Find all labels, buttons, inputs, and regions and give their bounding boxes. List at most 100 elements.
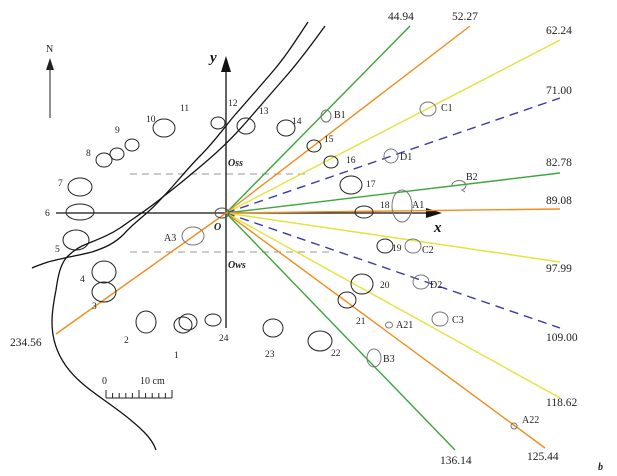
point-label: D2 xyxy=(430,280,442,291)
stone-6 xyxy=(65,203,95,221)
stone-24 xyxy=(204,313,222,327)
stone-number: 16 xyxy=(346,156,356,166)
stone-3 xyxy=(91,281,117,303)
stone-number: 24 xyxy=(219,334,229,344)
stone-number: 9 xyxy=(115,126,120,136)
point-B3 xyxy=(366,348,382,368)
point-label: C1 xyxy=(441,103,453,114)
stone-7 xyxy=(67,177,93,197)
scale-bar xyxy=(105,390,173,399)
stone-2 xyxy=(135,310,157,334)
point-label: D1 xyxy=(400,152,412,163)
point-D2 xyxy=(412,274,430,290)
figure-tag: b xyxy=(598,462,603,473)
stone-number: 4 xyxy=(80,275,85,285)
ray-44-94 xyxy=(225,25,411,214)
stone-20 xyxy=(350,273,374,295)
stone-number: 1 xyxy=(174,351,179,361)
stone-number: 13 xyxy=(259,107,269,117)
point-label: A1 xyxy=(412,200,424,211)
ray-234-56 xyxy=(55,212,227,335)
stone-number: 8 xyxy=(86,149,91,159)
point-A1 xyxy=(391,189,413,223)
point-label: A21 xyxy=(396,320,413,331)
stone-15 xyxy=(306,139,322,153)
stone-number: 23 xyxy=(265,350,275,360)
angle-label: 109.00 xyxy=(546,332,578,344)
stone-21 xyxy=(337,291,357,309)
ray-118-62 xyxy=(225,212,561,399)
stone-18 xyxy=(354,205,374,219)
point-label: C2 xyxy=(422,245,434,256)
ray-52-27 xyxy=(225,25,471,214)
stones xyxy=(62,116,394,352)
scale-start-label: 0 xyxy=(102,376,107,387)
point-label: C3 xyxy=(452,315,464,326)
ray-group xyxy=(55,25,561,451)
stone-23 xyxy=(262,318,284,338)
ray-82-78 xyxy=(225,172,561,214)
stone-number: 3 xyxy=(92,302,97,312)
ray-97-99 xyxy=(225,212,561,263)
origin-label: O xyxy=(214,222,221,233)
stone-number: 22 xyxy=(331,349,341,359)
point-C3 xyxy=(431,311,449,327)
x-axis-arrow xyxy=(426,208,442,218)
stone-number: 11 xyxy=(180,104,189,114)
ray-89-08 xyxy=(225,208,561,214)
point-A3 xyxy=(181,226,205,246)
y-axis-label: y xyxy=(208,50,217,66)
zone-upper-label: Oss xyxy=(228,158,243,169)
point-B1 xyxy=(320,109,332,123)
stone-number: 10 xyxy=(146,115,156,125)
angle-label: 89.08 xyxy=(546,195,572,207)
angle-label: 71.00 xyxy=(546,85,572,97)
ray-62-24 xyxy=(225,39,561,214)
stone-number: 12 xyxy=(228,99,238,109)
angle-label: 97.99 xyxy=(546,263,572,275)
stone-number: 20 xyxy=(380,281,390,291)
angle-label: 118.62 xyxy=(546,397,577,409)
point-label: B1 xyxy=(334,110,346,121)
point-A21 xyxy=(385,321,393,329)
point-label: A3 xyxy=(164,233,176,244)
angle-label: 125.44 xyxy=(527,451,559,463)
angle-label: 44.94 xyxy=(388,11,414,23)
point-label: B2 xyxy=(466,172,478,183)
stone-number: 15 xyxy=(324,135,334,145)
bank-line-upper xyxy=(31,21,309,269)
bank-line-inner xyxy=(51,25,326,451)
stone-number: 14 xyxy=(292,117,302,127)
stone-number: 17 xyxy=(366,180,376,190)
compass-label: N xyxy=(46,44,53,55)
stone-19 xyxy=(376,238,394,254)
stone-number: 18 xyxy=(380,201,390,211)
angle-label: 52.27 xyxy=(452,11,478,23)
ray-136-14 xyxy=(225,212,456,451)
point-markers xyxy=(181,101,518,430)
zone-lower-label: Ows xyxy=(228,260,246,271)
stone-5 xyxy=(62,229,90,251)
stone-16 xyxy=(323,155,339,169)
point-D1 xyxy=(383,148,399,164)
stone-17 xyxy=(339,175,363,195)
compass-arrow-head xyxy=(46,58,54,70)
angle-label: 234.56 xyxy=(10,337,42,349)
ray-125-44 xyxy=(225,212,546,449)
point-C2 xyxy=(404,238,422,254)
point-A22 xyxy=(510,422,518,430)
stone-number: 6 xyxy=(45,209,50,219)
stone-8 xyxy=(95,152,113,168)
origin-marker xyxy=(214,207,230,219)
point-label: B3 xyxy=(383,354,395,365)
point-C1 xyxy=(419,101,437,117)
stone-number: 21 xyxy=(356,317,366,327)
ray-71-00 xyxy=(225,97,561,214)
angle-label: 136.14 xyxy=(440,455,472,467)
stone-13 xyxy=(236,117,256,135)
x-axis-label: x xyxy=(433,220,442,236)
point-B2 xyxy=(451,180,467,193)
point-label: A22 xyxy=(522,415,539,426)
angle-label: 62.24 xyxy=(546,25,572,37)
stone-number: 7 xyxy=(58,179,63,189)
